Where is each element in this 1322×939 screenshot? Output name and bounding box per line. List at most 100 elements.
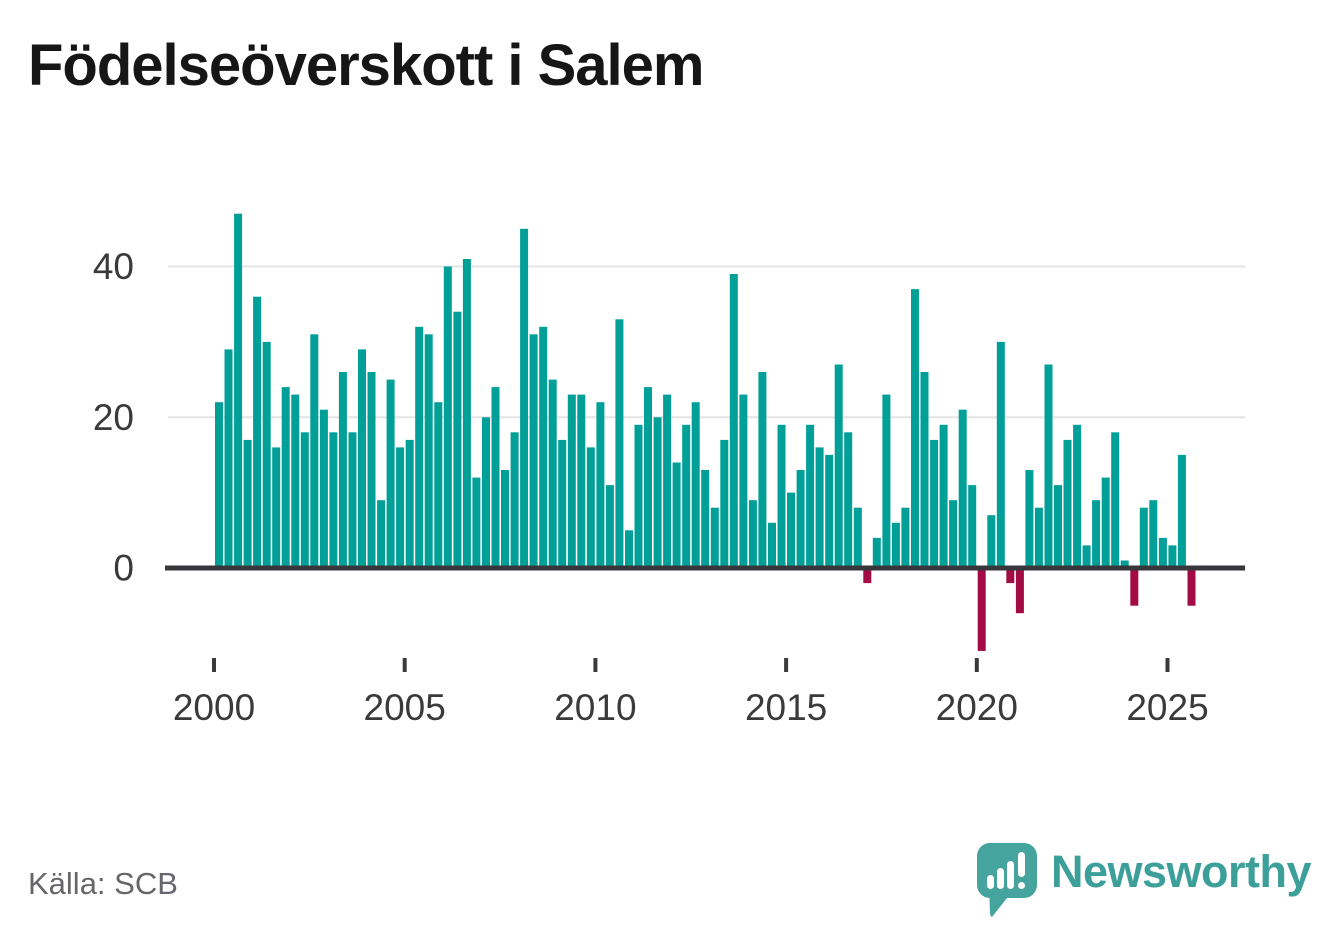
bar-2016q3 xyxy=(844,432,853,568)
logo-exclamation-dot xyxy=(1018,882,1025,889)
bar-2011q4 xyxy=(663,394,672,568)
bar-2016q4 xyxy=(853,507,862,568)
bar-2010q2 xyxy=(605,485,614,568)
bar-2013q1 xyxy=(710,507,719,568)
bar-2006q2 xyxy=(453,311,462,568)
logo-bar-medium xyxy=(997,868,1004,889)
bar-2000q4 xyxy=(243,439,252,568)
bar-2005q1 xyxy=(405,439,414,568)
x-axis-label-2000: 2000 xyxy=(173,687,255,728)
bar-2019q2 xyxy=(949,500,958,568)
bar-2015q1 xyxy=(787,492,795,568)
bar-2013q3 xyxy=(729,274,738,568)
bar-2011q1 xyxy=(634,424,643,568)
bar-2021q3 xyxy=(1034,507,1043,568)
bar-2020q1 xyxy=(977,568,986,651)
brand-name: Newsworthy xyxy=(1051,846,1312,897)
bar-2025q1 xyxy=(1168,545,1177,568)
bar-2004q1 xyxy=(367,372,376,568)
bar-2011q2 xyxy=(644,387,652,568)
bar-2004q4 xyxy=(396,447,405,568)
bar-2012q1 xyxy=(672,462,681,568)
bar-2002q1 xyxy=(291,394,300,568)
bar-2014q4 xyxy=(777,424,786,568)
bar-2017q1 xyxy=(863,568,872,584)
bar-2008q4 xyxy=(548,379,557,568)
bar-2012q4 xyxy=(701,470,710,568)
y-axis-label-20: 20 xyxy=(93,397,134,438)
bar-2000q3 xyxy=(234,213,243,568)
logo-bar-small xyxy=(987,875,994,889)
bar-2017q2 xyxy=(872,537,881,568)
bar-2012q2 xyxy=(682,424,691,568)
newsworthy-logo-icon xyxy=(976,843,1037,917)
bar-2014q3 xyxy=(768,522,776,568)
bar-2007q3 xyxy=(501,470,509,568)
bar-2024q3 xyxy=(1149,500,1158,568)
bar-2019q4 xyxy=(968,485,977,568)
bar-2020q2 xyxy=(987,515,996,568)
x-axis-line xyxy=(165,565,1245,571)
bar-2001q4 xyxy=(281,387,290,568)
bar-2018q1 xyxy=(901,507,910,568)
chart-title: Födelseöverskott i Salem xyxy=(28,33,704,98)
bar-2019q3 xyxy=(958,409,967,568)
bar-2002q4 xyxy=(319,409,328,568)
bar-2017q4 xyxy=(891,522,900,568)
bar-2001q3 xyxy=(272,447,281,568)
bar-2008q3 xyxy=(539,326,548,568)
bar-2013q4 xyxy=(739,394,748,568)
bar-2004q3 xyxy=(386,379,395,568)
bar-2012q3 xyxy=(691,402,700,568)
bar-2020q3 xyxy=(996,341,1005,568)
bar-2006q4 xyxy=(472,477,481,568)
bar-2024q4 xyxy=(1158,537,1167,568)
bar-2023q1 xyxy=(1092,500,1101,568)
bar-2025q2 xyxy=(1177,454,1186,568)
bar-2018q2 xyxy=(911,289,919,568)
bar-2022q2 xyxy=(1063,439,1072,568)
x-axis-label-2015: 2015 xyxy=(745,687,827,728)
brand-logo: Newsworthy xyxy=(975,842,1312,918)
bar-2003q4 xyxy=(358,349,366,568)
bar-2023q4 xyxy=(1120,560,1129,568)
bar-2008q1 xyxy=(520,228,529,569)
bar-2010q4 xyxy=(625,530,633,568)
bar-2021q1 xyxy=(1015,568,1024,614)
bar-2009q3 xyxy=(577,394,586,568)
bar-2009q1 xyxy=(558,439,567,568)
bar-2024q1 xyxy=(1130,568,1139,606)
y-axis-label-0: 0 xyxy=(113,548,134,589)
bar-2015q3 xyxy=(806,424,815,568)
bar-2009q4 xyxy=(586,447,595,568)
bar-2003q1 xyxy=(329,432,338,568)
bar-2014q2 xyxy=(758,372,767,568)
bar-2018q4 xyxy=(930,439,939,568)
bar-2005q4 xyxy=(434,402,443,568)
bar-2004q2 xyxy=(377,500,386,568)
bar-2009q2 xyxy=(567,394,576,568)
bar-2005q3 xyxy=(424,334,433,568)
bar-2023q2 xyxy=(1101,477,1110,568)
bar-2010q1 xyxy=(596,402,605,568)
logo-bar-large xyxy=(1007,861,1014,889)
bar-2007q4 xyxy=(510,432,519,568)
bar-2000q1 xyxy=(215,402,223,568)
bar-2003q3 xyxy=(348,432,357,568)
bar-2000q2 xyxy=(224,349,233,568)
bar-2015q4 xyxy=(815,447,824,568)
y-axis-label-40: 40 xyxy=(93,246,134,287)
logo-exclamation-stem xyxy=(1018,852,1025,877)
bar-2005q2 xyxy=(415,326,424,568)
bar-2007q1 xyxy=(482,417,490,569)
bar-2025q3 xyxy=(1187,568,1196,606)
bar-2002q2 xyxy=(300,432,309,568)
bar-2016q2 xyxy=(834,364,843,568)
bar-2001q1 xyxy=(253,296,262,568)
bar-2016q1 xyxy=(825,454,834,568)
bar-2003q2 xyxy=(338,372,347,568)
bar-2020q4 xyxy=(1006,568,1015,584)
bar-2014q1 xyxy=(748,500,757,568)
